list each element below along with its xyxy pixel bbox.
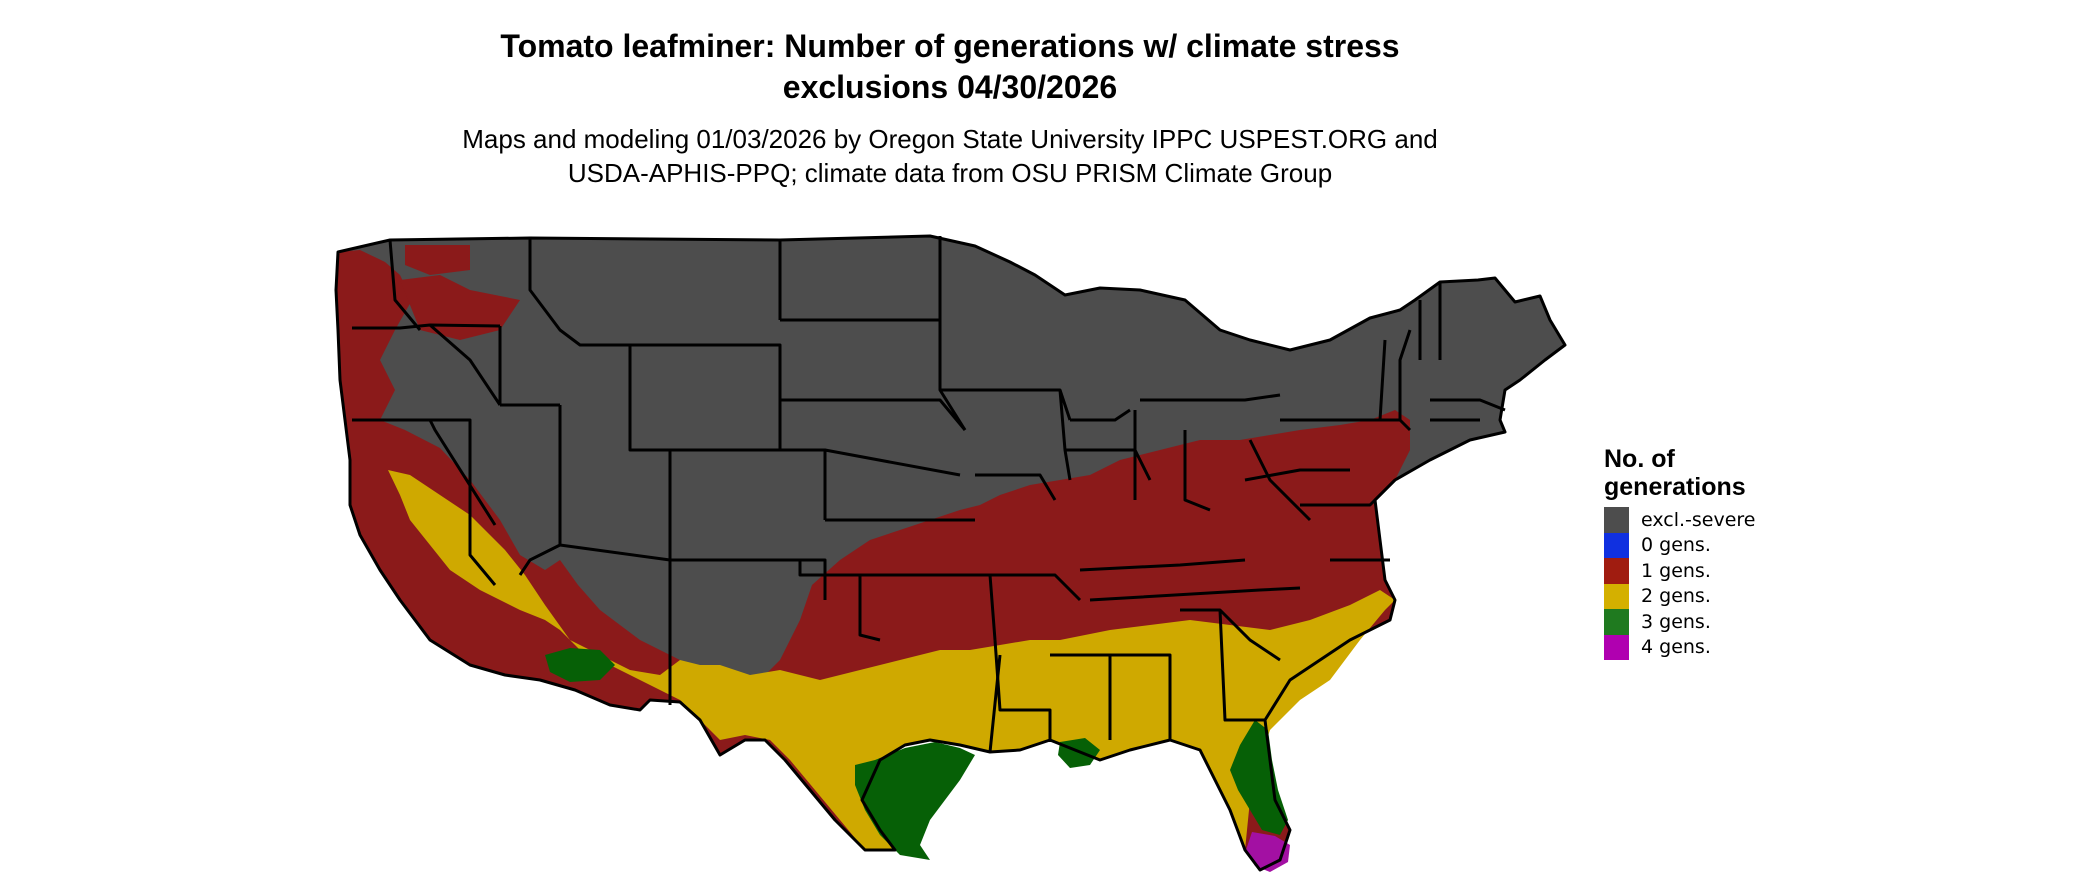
legend-swatch [1604,507,1629,533]
legend-swatch [1604,634,1629,660]
subtitle-line-2: USDA-APHIS-PPQ; climate data from OSU PR… [567,158,1333,188]
legend-label: 1 gens. [1641,559,1711,582]
zone-3-generations-texas [855,742,975,860]
legend-swatch [1604,609,1629,635]
zone-3-generations-florida [1230,720,1288,835]
legend-item: 3 gens. [1604,609,1756,635]
legend-label: excl.-severe [1641,508,1756,531]
legend-item: 2 gens. [1604,583,1756,609]
zone-3-generations-sw [545,648,615,682]
legend-swatch [1604,532,1629,558]
legend-title-line-1: No. of [1604,445,1675,473]
zone-1-generation-inland-wa [405,245,470,275]
legend-label: 3 gens. [1641,610,1711,633]
legend-title: No. of generations [1604,445,1756,501]
legend-label: 4 gens. [1641,636,1711,659]
title-line-1: Tomato leafminer: Number of generations … [500,28,1400,64]
legend-item: 4 gens. [1604,634,1756,660]
subtitle-line-1: Maps and modeling 01/03/2026 by Oregon S… [462,124,1438,154]
zone-2-generations [388,470,1395,850]
legend-item: 0 gens. [1604,532,1756,558]
state-borders [334,234,1567,872]
legend-swatch [1604,558,1629,584]
legend-label: 0 gens. [1641,534,1711,557]
title-line-2: exclusions 04/30/2026 [782,69,1118,105]
legend: No. of generations excl.-severe 0 gens. 1 … [1604,445,1756,660]
legend-items: excl.-severe 0 gens. 1 gens. 2 gens. 3 gens.… [1604,507,1756,660]
legend-swatch [1604,583,1629,609]
conus-generations-map [334,234,1567,872]
map-subtitle: Maps and modeling 01/03/2026 by Oregon S… [0,122,1900,190]
legend-item: excl.-severe [1604,507,1756,533]
map-title: Tomato leafminer: Number of generations … [0,26,1900,108]
legend-label: 2 gens. [1641,585,1711,608]
legend-item: 1 gens. [1604,558,1756,584]
legend-title-line-2: generations [1604,473,1746,501]
